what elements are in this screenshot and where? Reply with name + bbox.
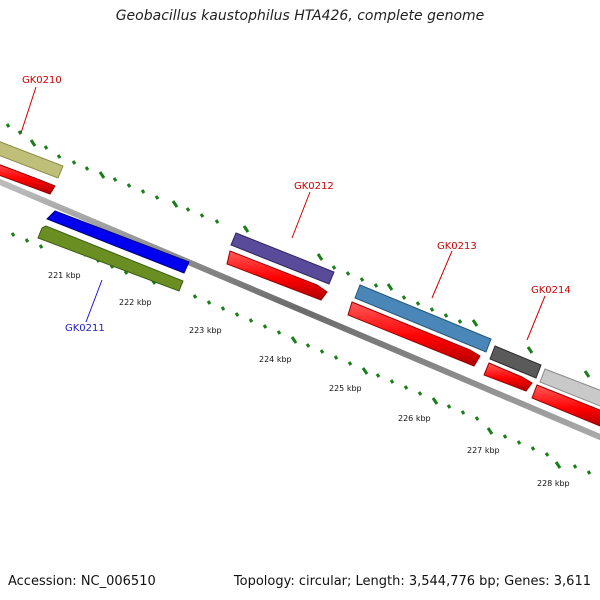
kbp-label-221: 221 kbp	[48, 271, 81, 280]
gene-gk0211-feature[interactable]	[37, 225, 184, 292]
gene-next-feature[interactable]	[539, 368, 600, 408]
gene-blue-arrow[interactable]	[46, 210, 190, 274]
kbp-label-225: 225 kbp	[329, 384, 362, 393]
cds-arrow-gk0210[interactable]	[0, 161, 56, 195]
accession-text: Accession: NC_006510	[8, 574, 156, 589]
label-gk0213[interactable]: GK0213	[437, 241, 477, 252]
cds-arrow-gk0214[interactable]	[483, 362, 533, 392]
gene-gk0210-feature[interactable]	[0, 138, 64, 179]
kbp-label-227: 227 kbp	[467, 446, 500, 455]
genome-summary-text: Topology: circular; Length: 3,544,776 bp…	[233, 574, 591, 589]
label-gk0210[interactable]: GK0210	[22, 75, 62, 86]
cds-arrow-gk0213[interactable]	[347, 301, 481, 367]
label-gk0212[interactable]: GK0212	[294, 181, 334, 192]
kbp-label-223: 223 kbp	[189, 326, 222, 335]
callout-lines	[20, 86, 546, 341]
gene-features	[0, 138, 600, 428]
gene-gk0214-feature[interactable]	[489, 345, 542, 379]
gene-gk0212-feature[interactable]	[230, 232, 335, 285]
kbp-label-228: 228 kbp	[537, 479, 570, 488]
outer-tick-track	[5, 123, 591, 378]
cds-arrow-next[interactable]	[531, 384, 600, 428]
genome-backbone	[0, 179, 600, 440]
gene-gk0213-feature[interactable]	[354, 284, 492, 353]
kbp-label-226: 226 kbp	[398, 414, 431, 423]
kbp-label-224: 224 kbp	[259, 355, 292, 364]
kbp-label-222: 222 kbp	[119, 298, 152, 307]
label-gk0211[interactable]: GK0211	[65, 323, 105, 334]
cds-arrow-gk0212[interactable]	[226, 250, 328, 301]
map-title: Geobacillus kaustophilus HTA426, complet…	[115, 8, 485, 24]
label-gk0214[interactable]: GK0214	[531, 285, 571, 296]
